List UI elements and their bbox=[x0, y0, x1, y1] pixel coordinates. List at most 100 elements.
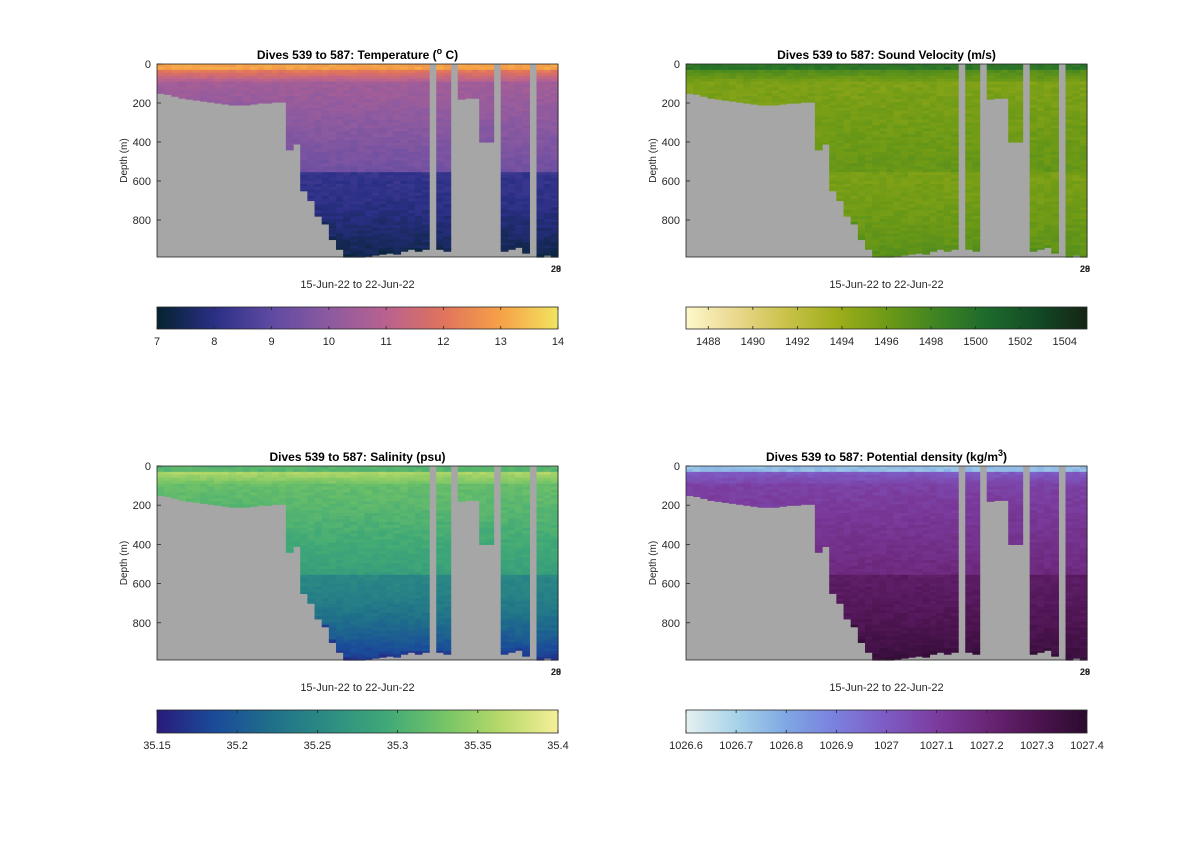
heatmap-cell bbox=[357, 245, 366, 249]
heatmap-cell bbox=[214, 66, 223, 71]
heatmap-cell bbox=[550, 78, 559, 83]
heatmap-cell bbox=[900, 154, 909, 159]
heatmap-cell bbox=[436, 233, 445, 238]
heatmap-cell bbox=[929, 116, 938, 121]
heatmap-cell bbox=[500, 122, 509, 126]
heatmap-cell bbox=[436, 137, 445, 141]
heatmap-cell bbox=[1044, 72, 1052, 77]
heatmap-cell bbox=[343, 87, 351, 91]
heatmap-cell bbox=[850, 189, 859, 194]
heatmap-cell bbox=[543, 87, 552, 91]
heatmap-cell bbox=[972, 221, 981, 226]
heatmap-cell bbox=[207, 66, 215, 71]
heatmap-cell bbox=[414, 134, 423, 138]
heatmap-cell bbox=[929, 64, 938, 68]
heatmap-cell bbox=[285, 504, 294, 508]
heatmap-cell bbox=[350, 81, 359, 86]
heatmap-cell bbox=[550, 210, 559, 214]
heatmap-cell bbox=[343, 218, 351, 223]
heatmap-cell bbox=[850, 128, 859, 132]
heatmap-cell bbox=[515, 183, 523, 188]
heatmap-cell bbox=[865, 110, 873, 115]
heatmap-cell bbox=[300, 515, 308, 520]
heatmap-cell bbox=[1072, 148, 1081, 153]
heatmap-cell bbox=[443, 169, 452, 173]
heatmap-cell bbox=[936, 81, 945, 86]
heatmap-cell bbox=[357, 148, 366, 153]
heatmap-cell bbox=[421, 166, 430, 170]
heatmap-cell bbox=[1044, 125, 1052, 129]
heatmap-cell bbox=[1008, 72, 1016, 77]
heatmap-cell bbox=[278, 93, 287, 97]
heatmap-cell bbox=[507, 81, 516, 86]
heatmap-cell bbox=[850, 180, 859, 185]
heatmap-cell bbox=[536, 140, 545, 144]
heatmap-cell bbox=[336, 642, 344, 646]
heatmap-cell bbox=[400, 140, 409, 144]
heatmap-cell bbox=[500, 145, 509, 150]
heatmap-cell bbox=[1029, 183, 1038, 188]
heatmap-cell bbox=[500, 195, 509, 200]
heatmap-cell bbox=[872, 175, 880, 179]
heatmap-cell bbox=[293, 75, 301, 80]
colorbar-tick-label: 11 bbox=[380, 336, 391, 348]
heatmap-cell bbox=[536, 154, 545, 159]
heatmap-cell bbox=[421, 90, 430, 94]
heatmap-cell bbox=[321, 201, 330, 205]
heatmap-cell bbox=[1036, 145, 1045, 150]
heatmap-cell bbox=[522, 125, 530, 129]
heatmap-cell bbox=[421, 99, 430, 103]
heatmap-cell bbox=[407, 122, 416, 126]
heatmap-cell bbox=[164, 66, 172, 71]
heatmap-cell bbox=[479, 96, 487, 100]
heatmap-cell bbox=[1051, 84, 1059, 88]
heatmap-cell bbox=[378, 192, 387, 197]
heatmap-cell bbox=[500, 110, 509, 115]
heatmap-cell bbox=[879, 251, 888, 255]
heatmap-cell bbox=[443, 151, 452, 156]
heatmap-cell bbox=[321, 468, 330, 473]
heatmap-cell bbox=[829, 151, 837, 156]
heatmap-cell bbox=[350, 657, 359, 661]
heatmap-cell bbox=[1072, 186, 1081, 191]
heatmap-cell bbox=[221, 471, 230, 476]
heatmap-cell bbox=[522, 99, 530, 103]
heatmap-cell bbox=[479, 102, 487, 106]
heatmap-cell bbox=[242, 498, 251, 502]
heatmap-cell bbox=[357, 471, 366, 476]
heatmap-cell bbox=[515, 145, 523, 150]
heatmap-cell bbox=[1065, 236, 1074, 241]
heatmap-cell bbox=[522, 245, 530, 249]
heatmap-cell bbox=[907, 131, 916, 135]
heatmap-cell bbox=[965, 131, 974, 135]
heatmap-cell bbox=[1008, 84, 1016, 88]
heatmap-cell bbox=[857, 213, 866, 217]
heatmap-cell bbox=[829, 131, 837, 135]
heatmap-cell bbox=[829, 163, 837, 167]
heatmap-cell bbox=[972, 163, 981, 167]
heatmap-cell bbox=[543, 72, 552, 77]
heatmap-cell bbox=[357, 110, 366, 115]
heatmap-cell bbox=[300, 172, 308, 176]
heatmap-cell bbox=[1015, 96, 1024, 100]
heatmap-cell bbox=[536, 66, 545, 71]
heatmap-cell bbox=[378, 102, 387, 106]
heatmap-cell bbox=[707, 87, 716, 91]
heatmap-cell bbox=[250, 480, 258, 485]
heatmap-cell bbox=[321, 78, 330, 83]
heatmap-cell bbox=[443, 113, 452, 118]
heatmap-cell bbox=[328, 630, 337, 635]
heatmap-cell bbox=[807, 75, 816, 80]
heatmap-cell bbox=[550, 239, 559, 243]
heatmap-cell bbox=[972, 137, 981, 141]
heatmap-cell bbox=[1079, 233, 1088, 238]
heatmap-cell bbox=[843, 104, 852, 109]
heatmap-cell bbox=[507, 125, 516, 129]
heatmap-cell bbox=[721, 81, 730, 86]
heatmap-cell bbox=[1008, 131, 1016, 135]
heatmap-cell bbox=[321, 554, 330, 558]
heatmap-cell bbox=[865, 107, 873, 112]
heatmap-cell bbox=[986, 90, 995, 94]
heatmap-cell bbox=[943, 242, 952, 246]
heatmap-cell bbox=[414, 148, 423, 153]
